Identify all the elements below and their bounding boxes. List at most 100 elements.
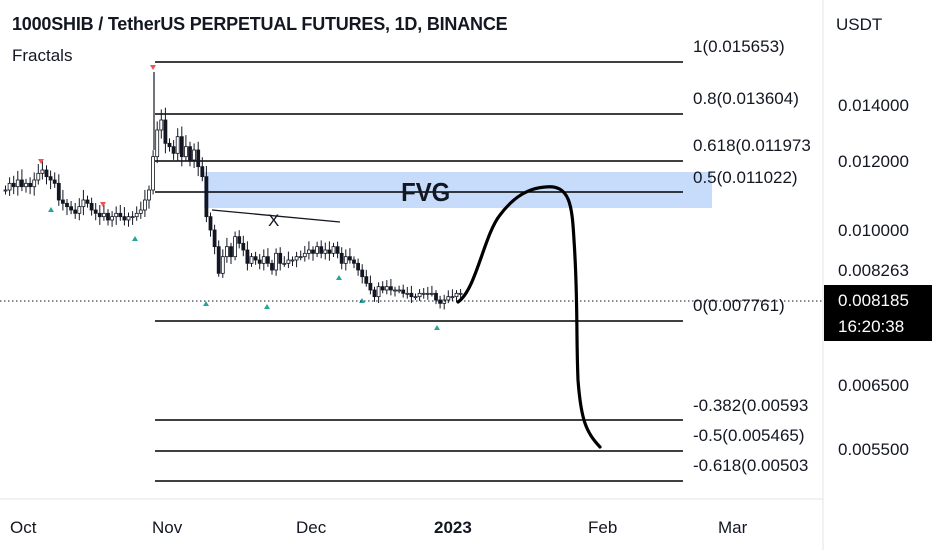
candle-body [32,179,37,188]
candle-body [183,146,188,158]
fractal-up-marker [434,325,440,330]
candle-body [102,212,106,218]
candle-body [175,136,180,154]
candle-body [356,262,361,271]
candle-body [335,246,340,254]
candle-body [192,149,197,161]
candle-body [44,169,49,178]
candle-body [458,292,463,295]
fractal-up-marker [48,207,54,212]
candle-body [245,249,250,264]
candle-body [442,299,447,304]
candle-body [438,299,443,304]
candle-body [138,209,143,214]
candle-body [19,179,24,188]
time-tick-label: 2023 [434,518,472,537]
time-tick-label: Dec [296,518,327,537]
candle-body [106,212,110,221]
indicator-label[interactable]: Fractals [12,46,73,65]
candle-body [233,236,238,258]
fib-level-label: -0.5(0.005465) [693,426,805,445]
fvg-label: FVG [401,178,450,207]
candle-body [372,289,377,298]
candle-body [323,249,328,254]
candle-body [151,156,156,191]
candle-body [212,229,217,248]
x-trendline: X [211,209,341,230]
candle-body [331,246,336,254]
candle-body [327,249,332,254]
price-tick-label: 0.012000 [838,152,909,171]
candle-body [163,119,168,144]
fractal-down-marker [150,65,156,70]
projection-curve [456,185,602,449]
candle-body [155,129,160,158]
fib-level-label: 1(0.015653) [693,37,785,56]
candle-body [118,212,123,218]
candle-body [294,256,299,261]
candle-body [77,206,82,214]
candle-body [253,256,258,261]
time-axis[interactable]: Oct Nov Dec 2023 Feb Mar [10,518,748,537]
candle-body [36,172,41,181]
candle-body [286,259,291,264]
candle-body [85,199,90,204]
candle-body [274,252,279,271]
candle-body [216,246,221,274]
candlesticks [3,72,463,310]
fractal-up-marker [264,304,270,309]
fractal-up-marker [132,236,138,241]
candle-body [40,169,45,174]
candle-body [302,252,307,258]
chart-title: 1000SHIB / TetherUS PERPETUAL FUTURES, 1… [12,14,508,34]
candle-body [282,262,287,265]
candle-body [15,179,20,188]
candle-body [179,136,184,158]
candle-body [347,256,352,261]
price-tick-label: 0.005500 [838,440,909,459]
candle-body [413,296,418,299]
candle-body [306,249,311,254]
candle-body [278,252,283,264]
candle-body [290,259,295,262]
time-tick-label: Nov [152,518,183,537]
fractal-up-marker [359,298,365,303]
candle-body [122,216,127,221]
price-tick-label: 0.014000 [838,96,909,115]
candle-body [224,246,229,258]
fib-level-label: -0.618(0.00503 [693,456,808,475]
candle-body [401,289,406,294]
candle-body [93,209,98,214]
fractal-down-marker [100,202,106,207]
candle-body [28,182,33,188]
fractal-up-marker [336,275,342,280]
candle-body [352,259,356,264]
candle-body [384,286,389,291]
countdown-timer: 16:20:38 [838,317,904,336]
price-axis[interactable]: 0.014000 0.012000 0.010000 0.008263 0.006500… [838,96,909,459]
candle-body [56,182,61,201]
candle-body [69,206,73,211]
candle-body [298,256,303,259]
fib-level-label: -0.382(0.00593 [693,396,808,415]
candle-body [450,296,455,299]
price-tick-label: 0.008263 [838,261,909,280]
candle-body [48,176,53,181]
fib-level-label: 0.618(0.011973 [693,136,811,155]
candle-body [434,292,438,301]
candle-body [339,252,344,264]
price-tick-label: 0.010000 [838,221,909,240]
candle-body [319,246,324,254]
candle-body [229,246,233,258]
candle-body [376,286,381,298]
candle-body [110,216,114,221]
candle-body [208,216,213,231]
candle-body [61,199,65,204]
candle-body [147,189,151,201]
candle-body [421,292,426,295]
candle-body [446,296,451,301]
candle-body [360,269,365,278]
x-mark-label: X [268,211,279,230]
candle-body [11,182,16,188]
